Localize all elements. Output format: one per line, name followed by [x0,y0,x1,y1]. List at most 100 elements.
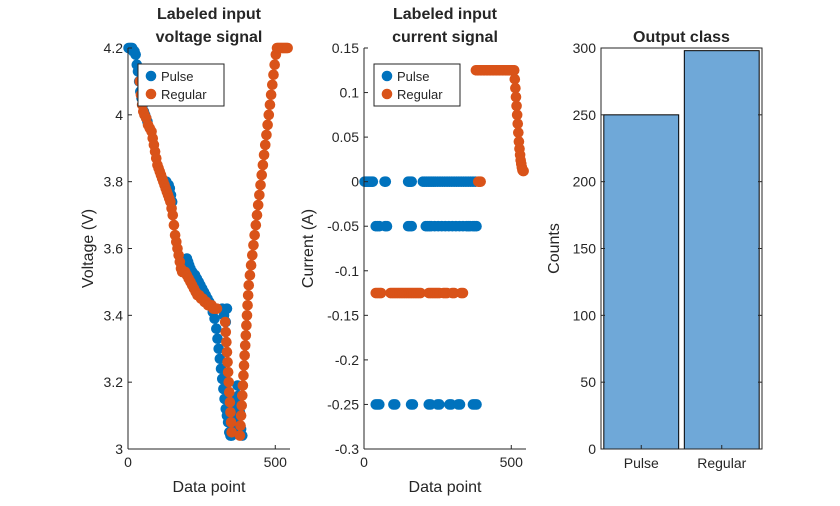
data-point-regular [241,320,252,331]
y-tick-label: 150 [573,241,597,257]
x-axis-label: Data point [173,479,246,496]
data-point-pulse [406,220,418,232]
legend-marker-regular [145,88,157,100]
data-point-regular [268,69,279,81]
data-point-regular [375,287,387,299]
data-point-regular [226,426,237,438]
legend-label-regular: Regular [161,87,207,102]
data-point-regular [242,289,254,301]
y-tick-label: 50 [580,374,596,390]
x-axis-label: Data point [409,479,482,496]
data-point-pulse [471,220,482,232]
data-point-regular [239,340,251,351]
data-point-regular [224,396,236,408]
x-tick-label: Regular [697,455,746,471]
data-point-regular [238,370,249,381]
data-point-pulse [374,399,385,410]
output-class-axes: 0 50 100 150 200 250 300 Pulse Regular Counts Outp… [546,29,763,471]
y-tick-label: 3 [115,441,123,457]
data-point-pulse [221,303,233,314]
data-point-regular [246,249,258,261]
y-tick-label: 0.1 [340,85,360,101]
data-point-regular [237,380,249,391]
x-tick-label: Pulse [624,455,659,471]
chart-title-line: Labeled input [393,6,498,23]
data-point-regular [267,79,278,91]
data-point-regular [510,82,521,94]
data-point-pulse [211,323,222,335]
data-point-regular [511,100,522,112]
y-tick-label: -0.05 [327,218,359,234]
chart-title-line: voltage signal [156,29,263,46]
chart-title-line: Labeled input [157,6,262,23]
y-tick-label: 3.2 [104,374,124,390]
data-point-regular [252,199,264,211]
data-point-regular [249,229,260,241]
legend-marker-pulse [381,70,393,82]
y-tick-label: 100 [573,307,597,323]
voltage-axes: 3 3.2 3.4 3.6 3.8 4 4.2 0 500 Data point Voltage (… [80,6,293,496]
data-point-regular [244,269,256,281]
legend-marker-pulse [145,70,157,82]
data-point-regular [167,209,179,221]
data-point-regular [510,91,522,103]
data-point-regular [236,400,247,411]
y-tick-label: 4 [115,107,123,123]
y-tick-label: 3.4 [104,307,124,323]
x-tick-label: 500 [500,454,524,470]
data-point-pulse [213,343,225,355]
x-tick-label: 0 [360,454,368,470]
data-point-regular [221,336,232,348]
data-point-pulse [130,49,141,60]
y-tick-label: 3.8 [104,174,124,190]
data-point-regular [240,330,252,341]
data-point-pulse [381,220,393,232]
y-axis-label: Current (A) [300,209,317,288]
y-tick-label: -0.3 [335,441,359,457]
data-point-regular [245,259,257,271]
legend-marker-regular [381,88,393,100]
y-tick-label: -0.15 [327,307,359,323]
data-point-regular [234,430,246,441]
data-point-regular [261,129,272,141]
data-point-pulse [367,176,379,187]
data-point-regular [222,356,233,368]
data-point-regular [457,287,469,299]
data-point-regular [475,176,486,187]
data-point-regular [508,64,520,76]
data-point-regular [219,316,231,328]
data-point-regular [236,390,248,401]
data-point-pulse [209,313,220,324]
current-axes: -0.3 -0.25 -0.2 -0.15 -0.1 -0.05 0 0.05 0.1 0.15 0… [300,6,529,496]
series-regular [370,64,529,299]
y-axis-label: Counts [546,223,563,274]
data-point-regular [254,189,265,201]
y-tick-label: 0.15 [332,40,359,56]
data-point-regular [241,310,253,321]
data-point-regular [248,239,259,251]
data-point-regular [168,219,180,231]
data-point-pulse [434,399,445,410]
legend-label-pulse: Pulse [397,69,430,84]
data-point-pulse [212,333,223,345]
data-point-regular [509,73,521,85]
data-point-regular [511,109,523,121]
data-point-pulse [389,399,401,410]
chart-title: Output class [633,29,730,46]
data-point-regular [224,386,235,398]
y-tick-label: 3.6 [104,241,124,257]
y-tick-label: 4.2 [104,40,124,56]
bar-regular [683,50,760,450]
data-point-regular [262,119,273,131]
data-point-regular [256,169,268,181]
y-tick-label: 0 [588,441,596,457]
x-tick-label: 500 [264,454,288,470]
data-point-regular [239,350,250,361]
data-point-regular [235,410,247,421]
data-point-regular [264,99,276,111]
y-tick-label: 200 [573,174,597,190]
data-point-regular [255,179,266,191]
y-axis-label: Voltage (V) [80,209,97,288]
x-tick-label: 0 [124,454,132,470]
